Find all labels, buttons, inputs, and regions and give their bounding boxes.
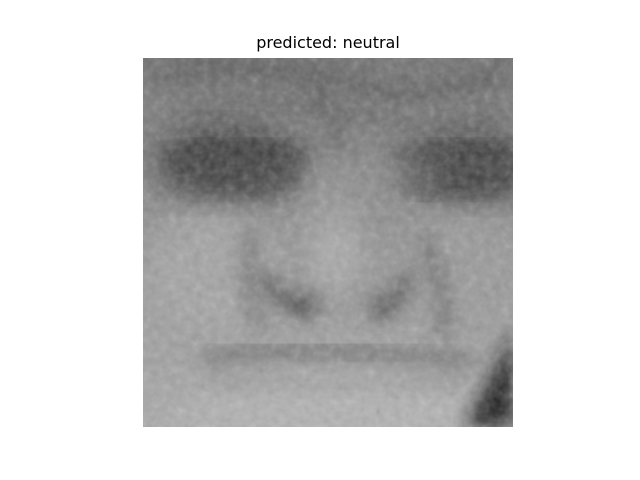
face-image: [143, 58, 513, 427]
prediction-title: predicted: neutral: [256, 33, 400, 52]
face-image-drawing: [143, 58, 513, 427]
